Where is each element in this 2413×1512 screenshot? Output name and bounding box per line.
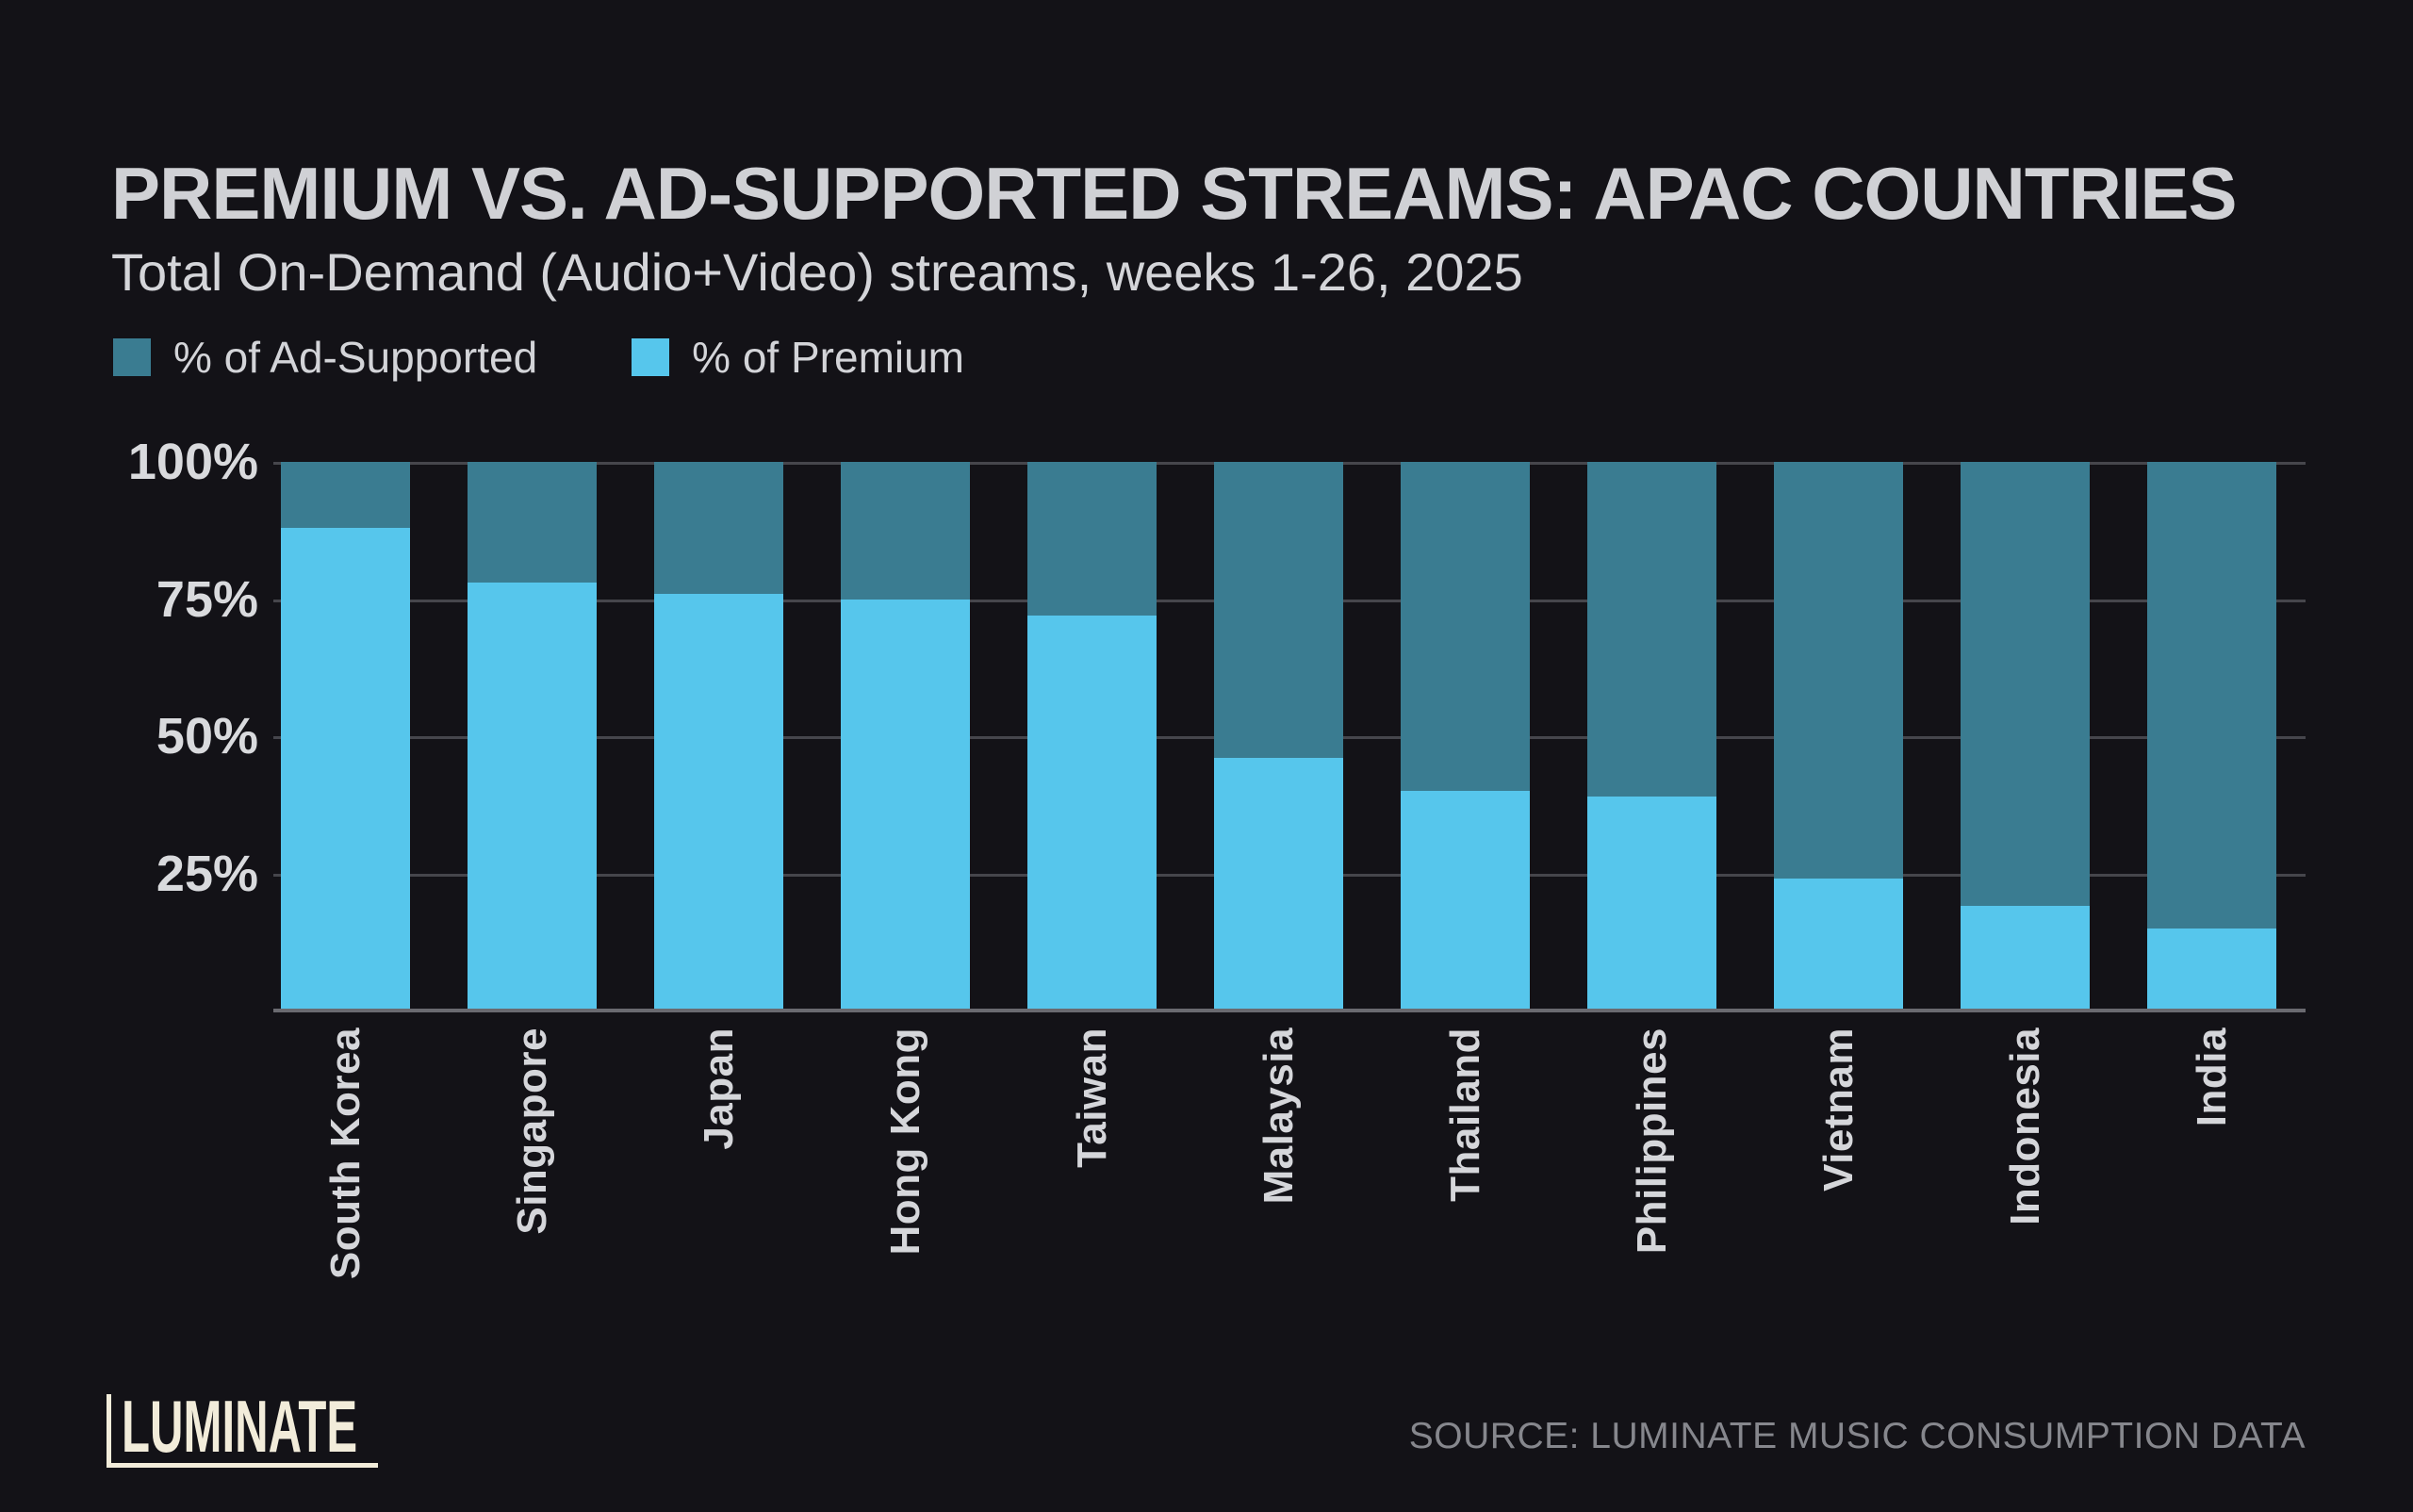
y-tick-label-75: 75%: [156, 570, 258, 628]
luminate-logo: LUMINATE: [107, 1389, 378, 1468]
bar-vietnam: [1774, 462, 1903, 1011]
ad-supported-swatch-icon: [113, 338, 151, 376]
segment-ad-supported-thailand: [1401, 462, 1530, 792]
bar-indonesia: [1961, 462, 2090, 1011]
x-label-cell-south-korea: South Korea: [281, 1027, 410, 1367]
legend: % of Ad-Supported % of Premium: [113, 332, 964, 383]
segment-premium-hong-kong: [841, 599, 970, 1011]
segment-premium-india: [2147, 928, 2276, 1011]
segment-premium-japan: [654, 593, 783, 1011]
legend-label-premium: % of Premium: [692, 333, 965, 382]
segment-ad-supported-japan: [654, 462, 783, 594]
x-label-cell-india: India: [2147, 1027, 2276, 1367]
bar-thailand: [1401, 462, 1530, 1011]
legend-item-premium: % of Premium: [632, 332, 964, 383]
segment-ad-supported-malaysia: [1214, 462, 1343, 759]
segment-premium-philippines: [1587, 797, 1716, 1011]
y-tick-label-50: 50%: [156, 708, 258, 764]
x-tick-label-philippines: Philippines: [1628, 1027, 1675, 1255]
page-subtitle: Total On-Demand (Audio+Video) streams, w…: [111, 242, 1523, 302]
x-tick-label-singapore: Singapore: [508, 1027, 555, 1235]
segment-ad-supported-philippines: [1587, 462, 1716, 797]
x-axis-line: [273, 1009, 2306, 1012]
x-label-cell-hong-kong: Hong Kong: [841, 1027, 970, 1367]
segment-premium-indonesia: [1961, 906, 2090, 1011]
segment-premium-taiwan: [1027, 615, 1157, 1011]
segment-ad-supported-south-korea: [281, 462, 410, 528]
bars: [273, 462, 2306, 1011]
bar-philippines: [1587, 462, 1716, 1011]
segment-ad-supported-hong-kong: [841, 462, 970, 600]
y-tick-label-100: 100%: [127, 434, 258, 490]
x-tick-label-malaysia: Malaysia: [1255, 1027, 1302, 1205]
x-label-cell-thailand: Thailand: [1401, 1027, 1530, 1367]
segment-premium-singapore: [468, 583, 597, 1011]
x-tick-label-taiwan: Taiwan: [1068, 1027, 1115, 1168]
x-tick-label-vietnam: Vietnam: [1814, 1027, 1862, 1192]
chart-plot-area: 100% 75% 50% 25%: [128, 434, 2306, 1012]
segment-ad-supported-vietnam: [1774, 462, 1903, 879]
x-tick-label-thailand: Thailand: [1441, 1027, 1488, 1202]
x-label-cell-vietnam: Vietnam: [1774, 1027, 1903, 1367]
segment-ad-supported-india: [2147, 462, 2276, 929]
bar-japan: [654, 462, 783, 1011]
luminate-logo-text: LUMINATE: [122, 1385, 358, 1468]
segment-ad-supported-singapore: [468, 462, 597, 583]
segment-ad-supported-indonesia: [1961, 462, 2090, 907]
premium-swatch-icon: [632, 338, 670, 376]
x-tick-label-indonesia: Indonesia: [2001, 1027, 2048, 1225]
x-axis-labels: South Korea Singapore Japan Hong Kong Taiwan…: [273, 1027, 2306, 1367]
segment-premium-thailand: [1401, 791, 1530, 1011]
legend-item-ad-supported: % of Ad-Supported: [113, 332, 537, 383]
bar-india: [2147, 462, 2276, 1011]
segment-premium-vietnam: [1774, 879, 1903, 1011]
bar-hong-kong: [841, 462, 970, 1011]
page-title: PREMIUM VS. AD-SUPPORTED STREAMS: APAC C…: [111, 152, 2238, 235]
x-tick-label-hong-kong: Hong Kong: [881, 1027, 928, 1256]
x-tick-label-south-korea: South Korea: [321, 1027, 369, 1280]
segment-premium-malaysia: [1214, 758, 1343, 1011]
x-label-cell-singapore: Singapore: [468, 1027, 597, 1367]
x-label-cell-malaysia: Malaysia: [1214, 1027, 1343, 1367]
legend-label-ad-supported: % of Ad-Supported: [173, 333, 538, 382]
bar-taiwan: [1027, 462, 1157, 1011]
bar-south-korea: [281, 462, 410, 1011]
segment-ad-supported-taiwan: [1027, 462, 1157, 616]
x-label-cell-japan: Japan: [654, 1027, 783, 1367]
source-credit: SOURCE: LUMINATE MUSIC CONSUMPTION DATA: [1408, 1416, 2306, 1456]
segment-premium-south-korea: [281, 527, 410, 1011]
x-label-cell-philippines: Philippines: [1587, 1027, 1716, 1367]
bar-singapore: [468, 462, 597, 1011]
x-label-cell-taiwan: Taiwan: [1027, 1027, 1157, 1367]
y-tick-label-25: 25%: [156, 845, 258, 902]
x-tick-label-japan: Japan: [695, 1027, 742, 1150]
x-label-cell-indonesia: Indonesia: [1961, 1027, 2090, 1367]
x-tick-label-india: India: [2188, 1027, 2235, 1127]
bar-malaysia: [1214, 462, 1343, 1011]
